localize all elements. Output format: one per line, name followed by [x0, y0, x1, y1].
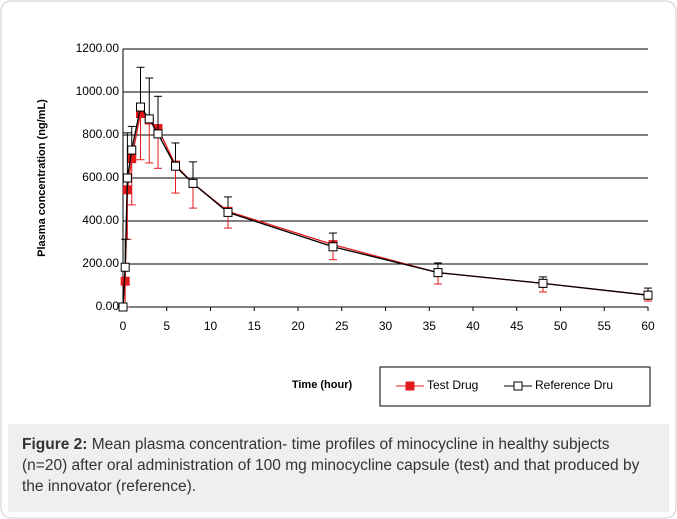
- y-tick-label: 200.00: [82, 256, 119, 270]
- x-axis-title: Time (hour): [292, 379, 353, 391]
- x-tick-label: 50: [554, 319, 568, 333]
- marker: [223, 207, 233, 217]
- y-tick-label: 800.00: [82, 127, 119, 141]
- caption-label: Figure 2:: [22, 436, 88, 453]
- marker: [127, 145, 137, 155]
- marker: [127, 154, 137, 164]
- marker: [118, 302, 128, 312]
- y-axis-title: Plasma concentration (ng/mL): [36, 99, 48, 257]
- x-tick-label: 35: [423, 319, 437, 333]
- y-tick-label: 0.00: [96, 299, 120, 313]
- x-tick-label: 0: [120, 319, 127, 333]
- x-tick-label: 15: [248, 319, 262, 333]
- marker: [643, 290, 653, 300]
- marker: [144, 114, 154, 124]
- x-tick-label: 30: [379, 319, 393, 333]
- marker: [136, 102, 145, 112]
- x-tick-label: 5: [163, 319, 170, 333]
- legend-marker: [513, 381, 523, 391]
- caption: Figure 2: Mean plasma concentration- tim…: [8, 424, 669, 512]
- x-tick-label: 45: [510, 319, 524, 333]
- marker: [538, 278, 548, 288]
- legend-marker: [405, 381, 415, 391]
- x-tick-label: 60: [641, 319, 655, 333]
- legend-label: Reference Dru: [535, 378, 613, 392]
- marker: [433, 268, 443, 278]
- legend-label: Test Drug: [427, 378, 478, 392]
- y-tick-label: 400.00: [82, 213, 119, 227]
- marker: [122, 173, 132, 183]
- series-line: [122, 105, 649, 308]
- x-tick-label: 55: [598, 319, 612, 333]
- x-tick-label: 40: [466, 319, 480, 333]
- x-tick-label: 20: [291, 319, 305, 333]
- caption-text: Mean plasma concentration- time profiles…: [22, 436, 640, 495]
- marker: [171, 161, 180, 171]
- y-tick-label: 600.00: [82, 170, 119, 184]
- series-line: [122, 112, 649, 308]
- marker: [328, 242, 338, 252]
- y-tick-label: 1000.00: [76, 84, 120, 98]
- marker: [120, 262, 130, 272]
- x-tick-label: 25: [335, 319, 349, 333]
- x-tick-label: 10: [204, 319, 218, 333]
- marker: [188, 178, 198, 188]
- marker: [153, 129, 163, 139]
- y-tick-label: 1200.00: [76, 41, 120, 55]
